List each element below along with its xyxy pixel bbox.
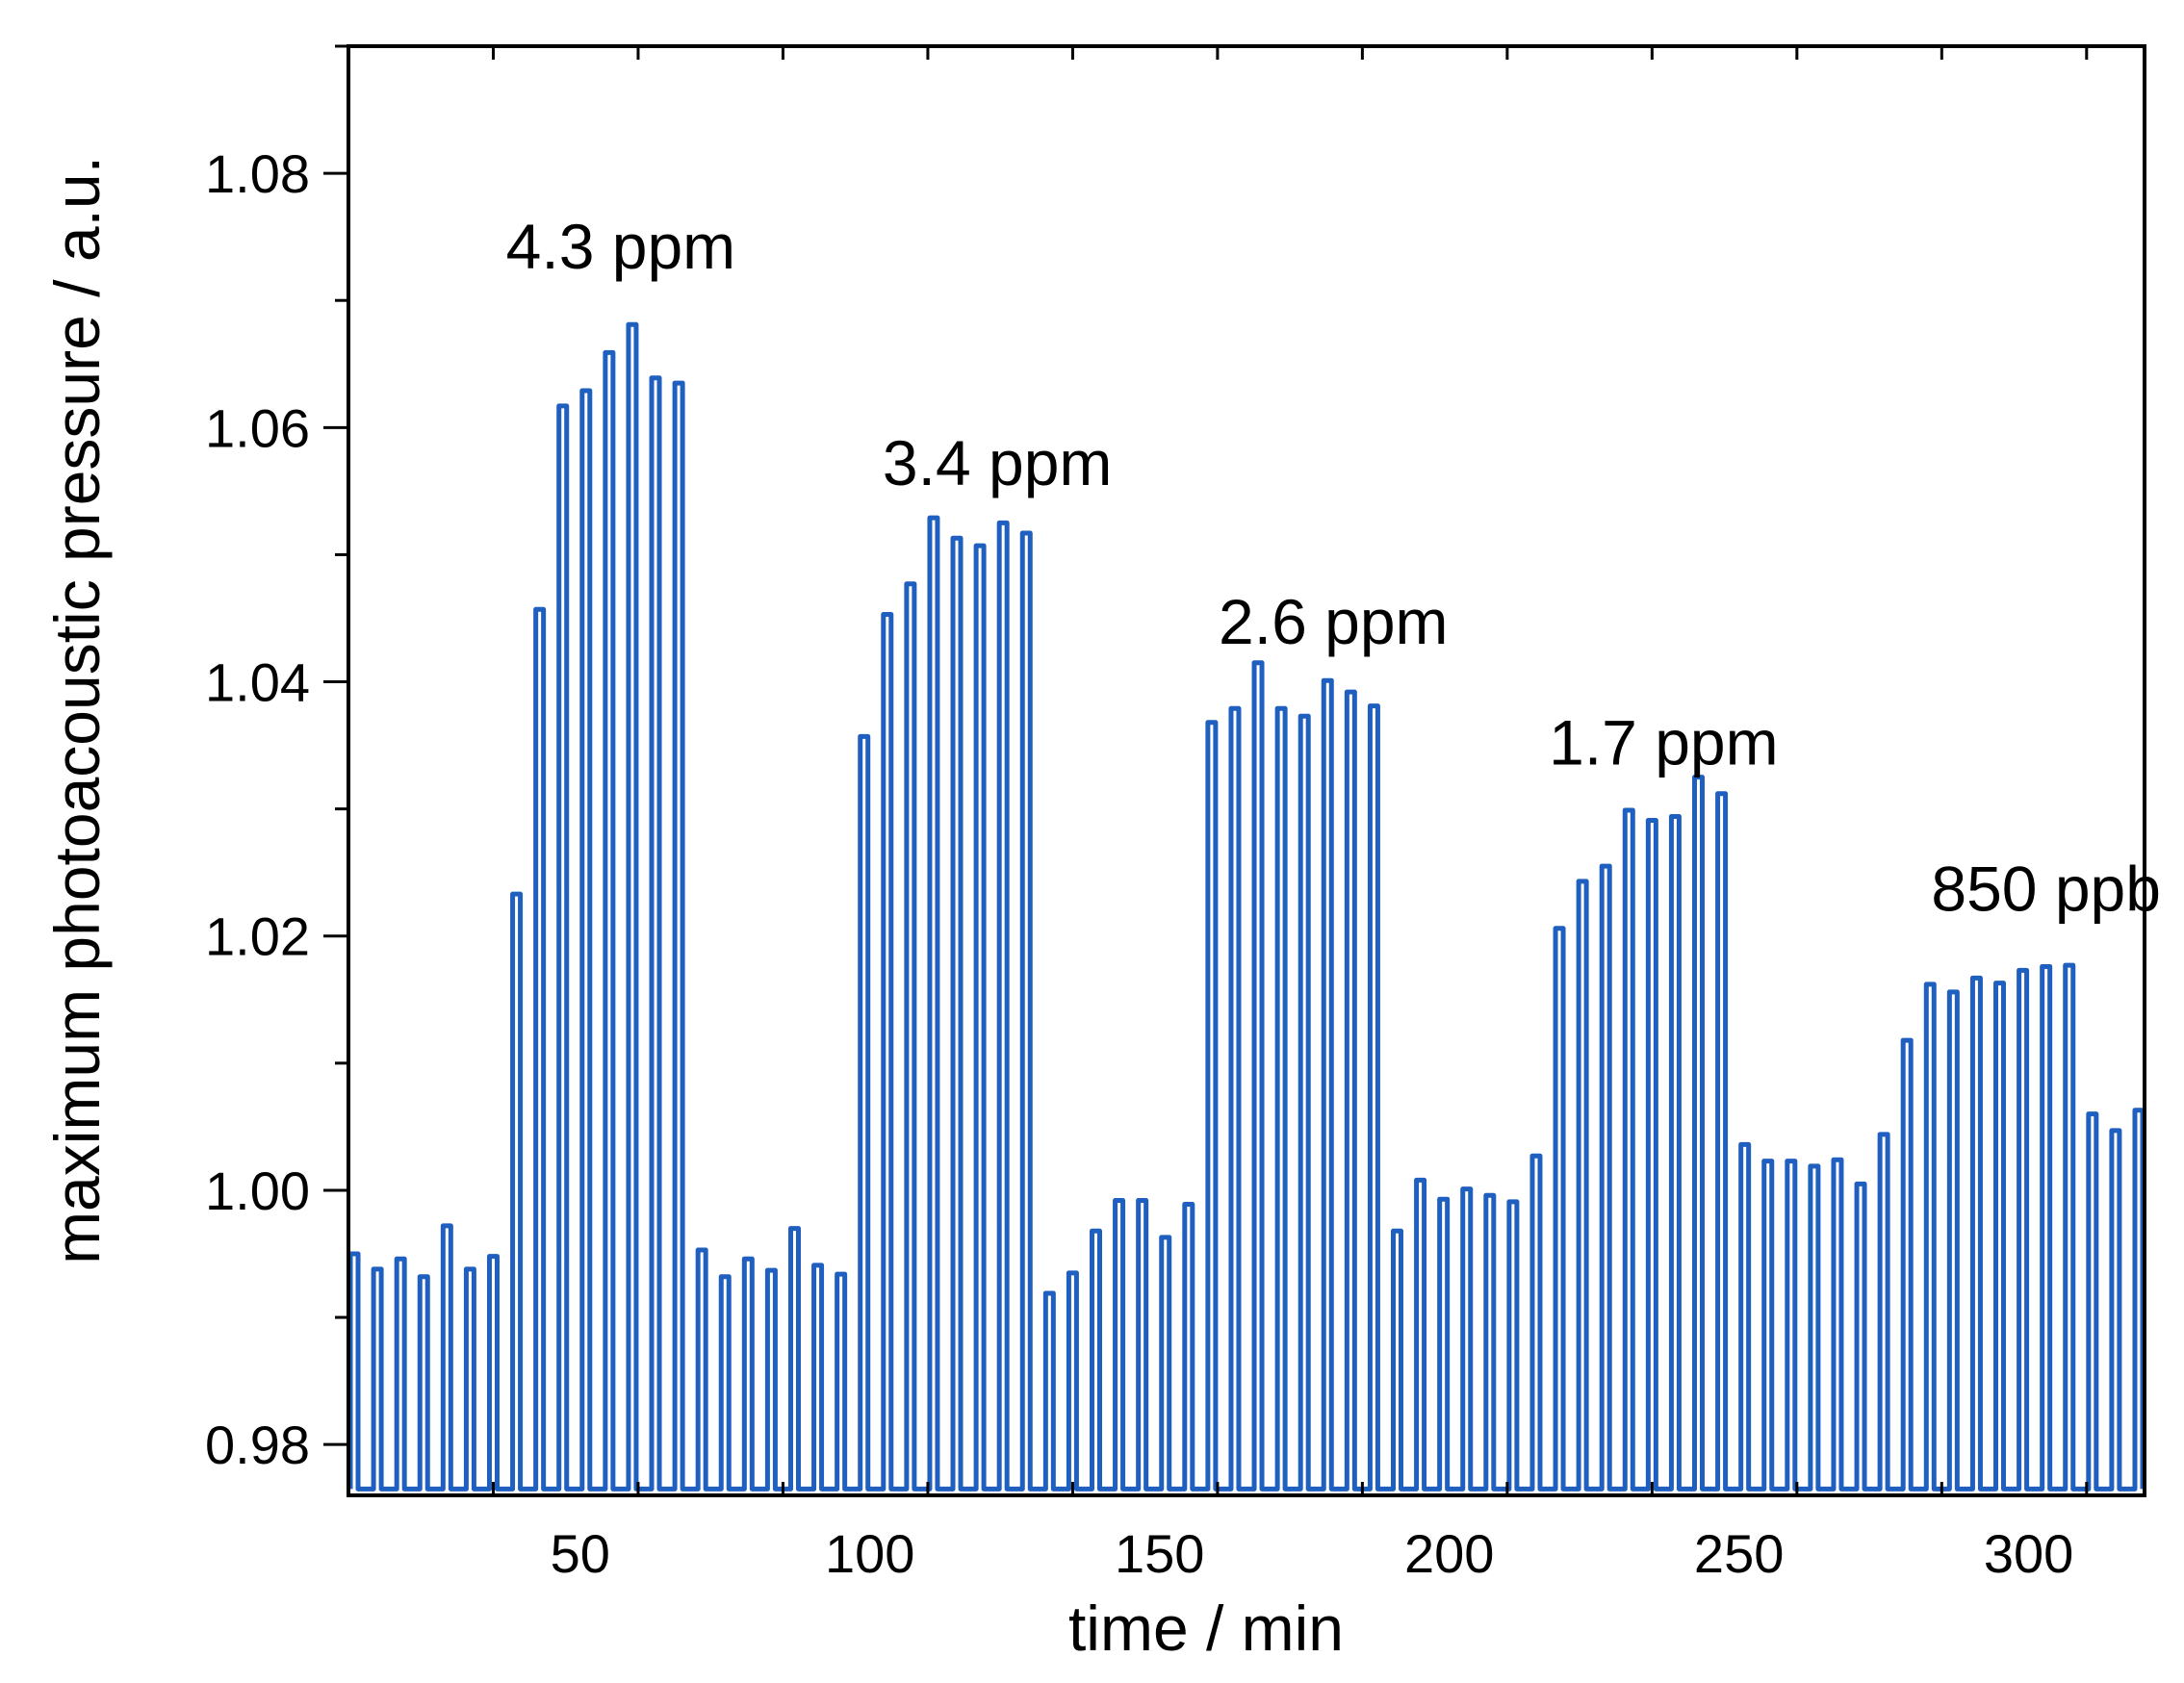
x-axis-title: time / min [1068, 1593, 1344, 1664]
y-tick-label: 0.98 [205, 1415, 310, 1475]
x-tick-label: 150 [1115, 1523, 1204, 1584]
axes-layer [347, 44, 2146, 1497]
annotation-layer: 4.3 ppm 3.4 ppm 2.6 ppm 1.7 ppm 850 ppb [506, 211, 2161, 924]
y-tick-label: 1.08 [205, 143, 310, 204]
concentration-annotation: 1.7 ppm [1549, 706, 1778, 778]
y-tick-label: 1.04 [205, 652, 310, 713]
x-axis-ticks: 50 100 150 200 250 300 [491, 46, 2089, 1584]
x-tick-label: 100 [825, 1523, 914, 1584]
concentration-annotation: 4.3 ppm [506, 211, 735, 282]
concentration-annotation: 2.6 ppm [1219, 586, 1448, 657]
x-tick-label: 300 [1984, 1523, 2073, 1584]
x-tick-label: 50 [551, 1523, 610, 1584]
x-tick-label: 250 [1694, 1523, 1784, 1584]
concentration-annotation: 3.4 ppm [883, 427, 1112, 498]
series-line [347, 321, 2145, 1492]
plot-frame [347, 44, 2146, 1497]
y-tick-label: 1.00 [205, 1160, 310, 1221]
y-tick-label: 1.06 [205, 397, 310, 458]
y-axis-title: maximum photoacoustic pressure / a.u. [41, 156, 113, 1264]
y-axis-ticks: 0.98 1.00 1.02 1.04 1.06 1.08 [205, 44, 348, 1475]
concentration-annotation: 850 ppb [1931, 853, 2161, 924]
x-tick-label: 200 [1404, 1523, 1494, 1584]
y-tick-label: 1.02 [205, 906, 310, 967]
data-layer [347, 321, 2145, 1492]
